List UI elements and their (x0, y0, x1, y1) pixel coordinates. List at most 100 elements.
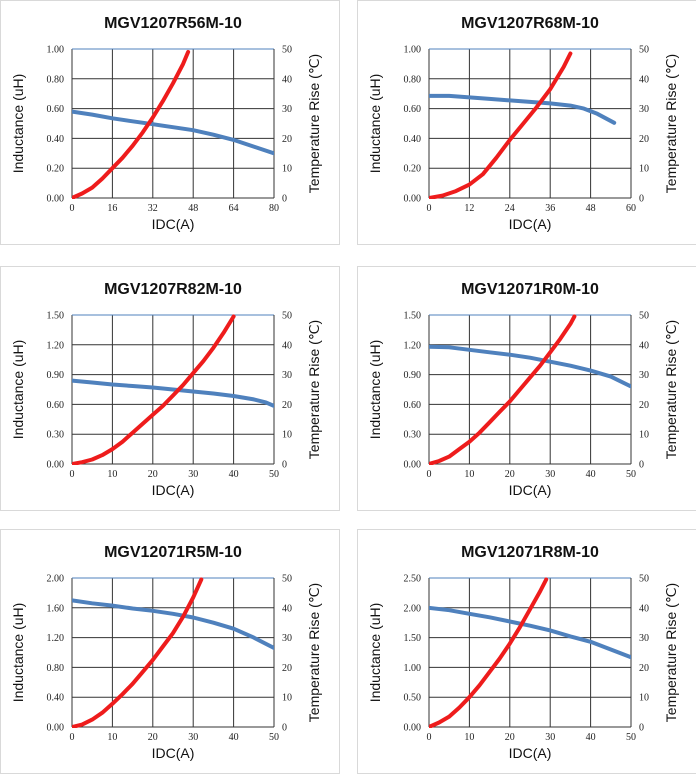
y-tick-label: 0.30 (47, 430, 65, 441)
y-tick-label: 2.00 (404, 603, 422, 614)
x-tick-label: 50 (269, 732, 279, 743)
x-axis-label: IDC(A) (509, 216, 552, 232)
x-tick-label: 10 (464, 469, 474, 480)
inductance-line (429, 344, 631, 389)
y-tick-label: 1.20 (47, 633, 65, 644)
x-tick-label: 0 (427, 203, 432, 214)
y2-tick-label: 0 (282, 723, 287, 734)
x-tick-label: 24 (505, 203, 515, 214)
y-tick-label: 1.50 (404, 633, 422, 644)
y-tick-label: 0.30 (404, 430, 422, 441)
y-tick-label: 1.20 (404, 340, 422, 351)
y2-axis-label: Temperature Rise (℃) (306, 320, 322, 459)
chart-svg: MGV12071R5M-10 0.00 0.40 0.80 1.20 1.60 2.00 0 1… (10, 544, 322, 761)
y-tick-label: 0.20 (47, 164, 65, 175)
x-tick-label: 40 (586, 469, 596, 480)
x-tick-label: 40 (229, 732, 239, 743)
x-tick-label: 0 (70, 732, 75, 743)
chart-title: MGV1207R56M-10 (104, 15, 242, 32)
x-axis-label: IDC(A) (509, 482, 552, 498)
y-tick-label: 1.00 (404, 45, 422, 56)
y2-tick-label: 10 (639, 430, 649, 441)
inductance-line (72, 378, 274, 408)
chart-svg: MGV1207R68M-10 0.00 0.20 0.40 0.60 0.80 1.00 0 1… (367, 15, 679, 232)
x-tick-label: 36 (545, 203, 555, 214)
y-tick-label: 0.00 (404, 460, 422, 471)
x-tick-label: 20 (148, 469, 158, 480)
y2-tick-label: 0 (282, 460, 287, 471)
x-tick-label: 30 (545, 469, 555, 480)
y-axis-label: Inductance (uH) (10, 74, 26, 174)
y2-tick-label: 40 (639, 340, 649, 351)
x-tick-label: 48 (586, 203, 596, 214)
temperature-rise-line (72, 314, 236, 465)
y2-tick-label: 10 (282, 164, 292, 175)
x-tick-label: 30 (188, 469, 198, 480)
temperature-rise-line (72, 577, 204, 728)
x-tick-label: 10 (464, 732, 474, 743)
y-tick-label: 0.40 (47, 134, 65, 145)
y2-axis-label: Temperature Rise (℃) (306, 583, 322, 722)
y2-tick-label: 30 (282, 370, 292, 381)
y2-tick-label: 0 (639, 460, 644, 471)
y2-tick-label: 50 (282, 574, 292, 585)
y-axis-label: Inductance (uH) (367, 74, 383, 174)
y-tick-label: 0.20 (404, 164, 422, 175)
y2-tick-label: 20 (282, 400, 292, 411)
y2-axis-label: Temperature Rise (℃) (306, 54, 322, 193)
chart-panel-1r5: MGV12071R5M-10 0.00 0.40 0.80 1.20 1.60 2.00 0 1… (0, 529, 340, 774)
inductance-line (72, 109, 274, 156)
x-tick-label: 20 (505, 469, 515, 480)
x-tick-label: 50 (626, 469, 636, 480)
y-tick-label: 1.50 (47, 311, 65, 322)
x-tick-label: 30 (188, 732, 198, 743)
y-tick-label: 0.80 (47, 663, 65, 674)
x-axis-label: IDC(A) (152, 482, 195, 498)
y-tick-label: 0.60 (404, 104, 422, 115)
inductance-line (429, 605, 631, 660)
y2-tick-label: 10 (282, 430, 292, 441)
y-tick-label: 1.60 (47, 603, 65, 614)
chart-title: MGV1207R68M-10 (461, 15, 599, 32)
y2-tick-label: 50 (282, 311, 292, 322)
y-tick-label: 0.00 (47, 723, 65, 734)
y2-tick-label: 50 (639, 45, 649, 56)
y2-tick-label: 30 (639, 104, 649, 115)
chart-panel-1r8: MGV12071R8M-10 0.00 0.50 1.00 1.50 2.00 2.50 0 1… (357, 529, 696, 774)
y-tick-label: 0.60 (47, 104, 65, 115)
y-axis-label: Inductance (uH) (367, 340, 383, 440)
y2-tick-label: 30 (282, 633, 292, 644)
y-tick-label: 0.40 (47, 693, 65, 704)
y2-tick-label: 40 (639, 74, 649, 85)
temperature-rise-line (429, 314, 577, 465)
x-tick-label: 60 (626, 203, 636, 214)
temperature-rise-line (429, 577, 549, 728)
y-tick-label: 1.50 (404, 311, 422, 322)
chart-panel-r68: MGV1207R68M-10 0.00 0.20 0.40 0.60 0.80 1.00 0 1… (357, 0, 696, 245)
y-tick-label: 1.00 (404, 663, 422, 674)
y2-tick-label: 40 (639, 603, 649, 614)
y2-tick-label: 50 (282, 45, 292, 56)
y2-tick-label: 20 (639, 400, 649, 411)
y2-tick-label: 10 (639, 164, 649, 175)
y-tick-label: 0.90 (404, 370, 422, 381)
y-tick-label: 0.60 (404, 400, 422, 411)
x-tick-label: 32 (148, 203, 158, 214)
y-tick-label: 2.50 (404, 574, 422, 585)
y-axis-label: Inductance (uH) (367, 603, 383, 703)
y2-tick-label: 40 (282, 603, 292, 614)
y2-tick-label: 30 (639, 370, 649, 381)
y2-tick-label: 10 (282, 693, 292, 704)
y-tick-label: 1.00 (47, 45, 65, 56)
y2-tick-label: 10 (639, 693, 649, 704)
y-tick-label: 0.00 (47, 194, 65, 205)
chart-svg: MGV12071R8M-10 0.00 0.50 1.00 1.50 2.00 2.50 0 1… (367, 544, 679, 761)
y2-tick-label: 20 (639, 134, 649, 145)
y2-tick-label: 0 (639, 194, 644, 205)
y2-tick-label: 20 (639, 663, 649, 674)
y2-tick-label: 50 (639, 311, 649, 322)
x-tick-label: 0 (70, 469, 75, 480)
y2-tick-label: 50 (639, 574, 649, 585)
y2-tick-label: 40 (282, 340, 292, 351)
temperature-rise-line (72, 50, 191, 199)
